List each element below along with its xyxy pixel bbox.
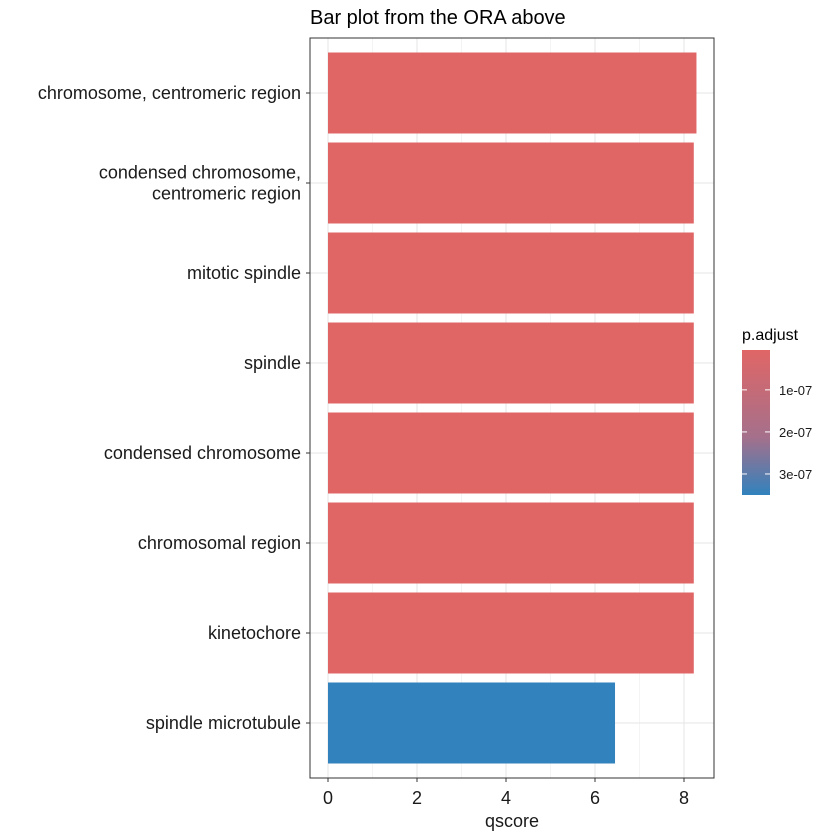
legend-tick-label: 1e-07 xyxy=(779,383,812,398)
bar xyxy=(328,232,694,314)
x-tick-label: 8 xyxy=(679,788,689,808)
category-label: chromosomal region xyxy=(138,533,301,553)
bar xyxy=(328,412,694,494)
bar xyxy=(328,592,694,674)
category-label: chromosome, centromeric region xyxy=(38,83,301,103)
legend-title: p.adjust xyxy=(742,327,799,344)
bar xyxy=(328,142,694,224)
legend-ticks: 1e-07 2e-07 3e-07 xyxy=(742,383,812,482)
legend-colorbar xyxy=(742,350,770,495)
category-label: condensed chromosome, centromeric region xyxy=(99,163,301,204)
chart-title: Bar plot from the ORA above xyxy=(310,7,566,29)
category-label: spindle microtubule xyxy=(146,713,301,733)
x-tick-label: 2 xyxy=(412,788,422,808)
x-tick-label: 4 xyxy=(501,788,511,808)
panel-border xyxy=(309,37,715,779)
bar-layer xyxy=(328,52,697,764)
legend-tick-label: 2e-07 xyxy=(779,425,812,440)
category-label: condensed chromosome xyxy=(104,443,301,463)
x-axis: 0 2 4 6 8 xyxy=(323,778,689,808)
x-tick-label: 6 xyxy=(590,788,600,808)
color-legend: p.adjust 1e-07 2e-07 3e-07 xyxy=(742,327,812,495)
bar xyxy=(328,52,697,134)
bar xyxy=(328,682,616,764)
bar xyxy=(328,322,694,404)
category-label: kinetochore xyxy=(208,623,301,643)
category-label: spindle xyxy=(244,353,301,373)
y-axis: chromosome, centromeric region condensed … xyxy=(38,83,310,733)
x-axis-title: qscore xyxy=(485,811,539,831)
bar xyxy=(328,502,694,584)
x-tick-label: 0 xyxy=(323,788,333,808)
legend-tick-label: 3e-07 xyxy=(779,467,812,482)
plot-panel xyxy=(309,37,715,779)
category-label: mitotic spindle xyxy=(187,263,301,283)
